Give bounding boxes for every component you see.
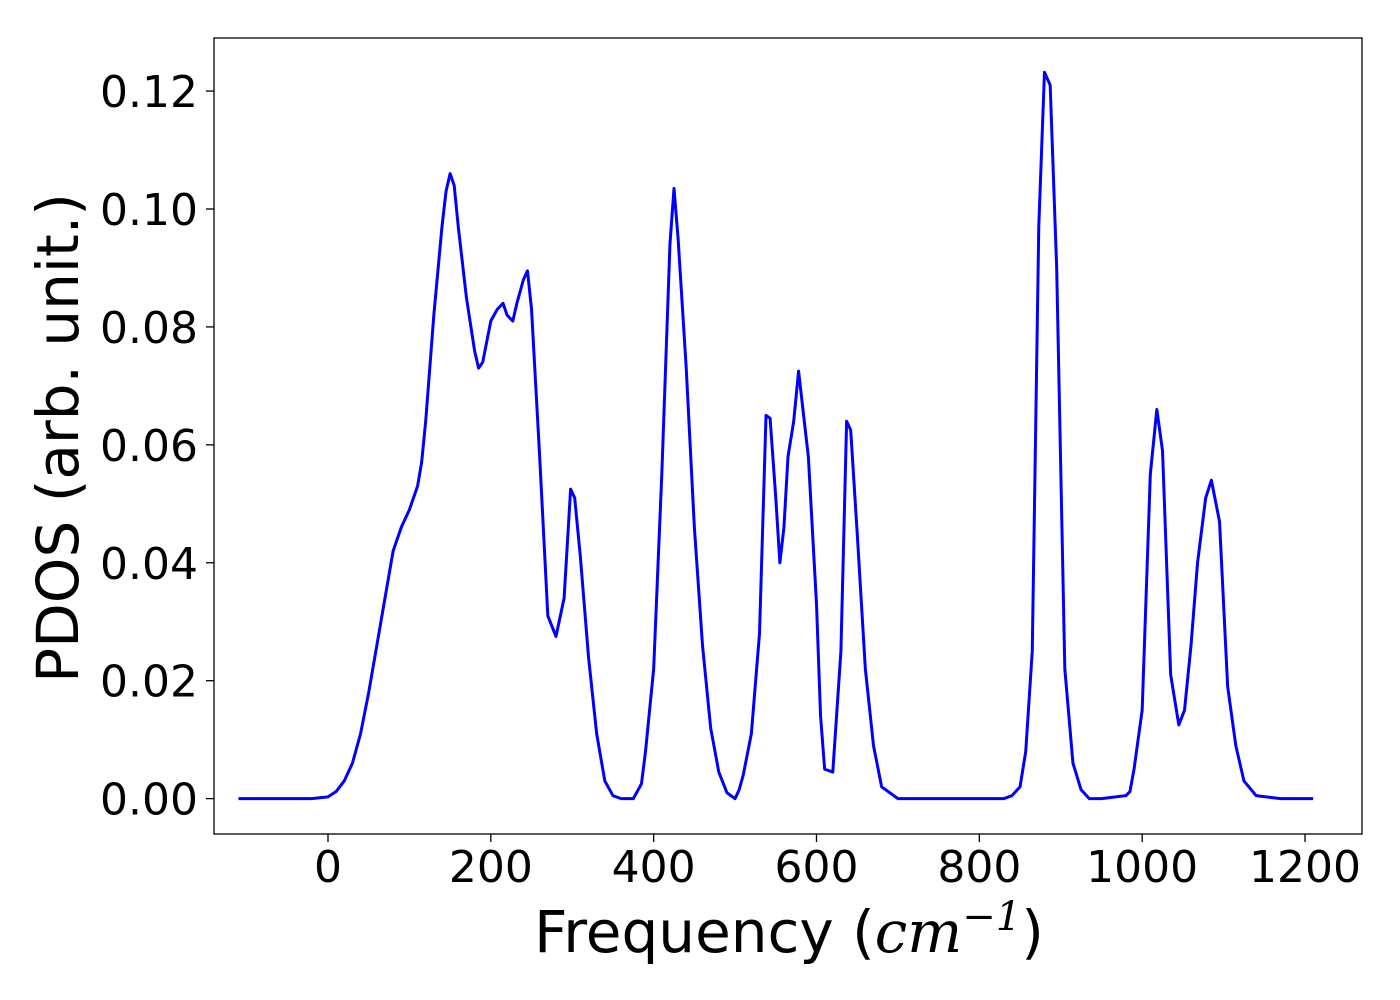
x-tick-label: 200 xyxy=(449,842,533,893)
y-tick-label: 0.10 xyxy=(100,185,198,236)
y-tick-label: 0.08 xyxy=(100,303,198,354)
x-tick-label: 600 xyxy=(775,842,859,893)
x-tick-label: 0 xyxy=(314,842,342,893)
y-axis-label: PDOS (arb. unit.) xyxy=(24,193,92,683)
plot-frame xyxy=(213,37,1363,835)
x-tick-label: 800 xyxy=(937,842,1021,893)
x-tick-label: 1000 xyxy=(1086,842,1198,893)
y-tick-label: 0.04 xyxy=(100,539,198,590)
y-tick-label: 0.02 xyxy=(100,657,198,708)
y-axis-ticks: 0.00 0.02 0.04 0.06 0.08 0.10 0.12 xyxy=(100,67,214,826)
pdos-series-line xyxy=(238,70,1314,801)
y-tick-label: 0.00 xyxy=(100,775,198,826)
y-tick-label: 0.12 xyxy=(100,67,198,118)
x-tick-label: 400 xyxy=(612,842,696,893)
x-tick-label: 1200 xyxy=(1249,842,1361,893)
x-axis-ticks: 0 200 400 600 800 1000 1200 xyxy=(314,834,1361,893)
y-tick-label: 0.06 xyxy=(100,421,198,472)
x-axis-label: Frequency (cm−1) xyxy=(534,894,1044,966)
